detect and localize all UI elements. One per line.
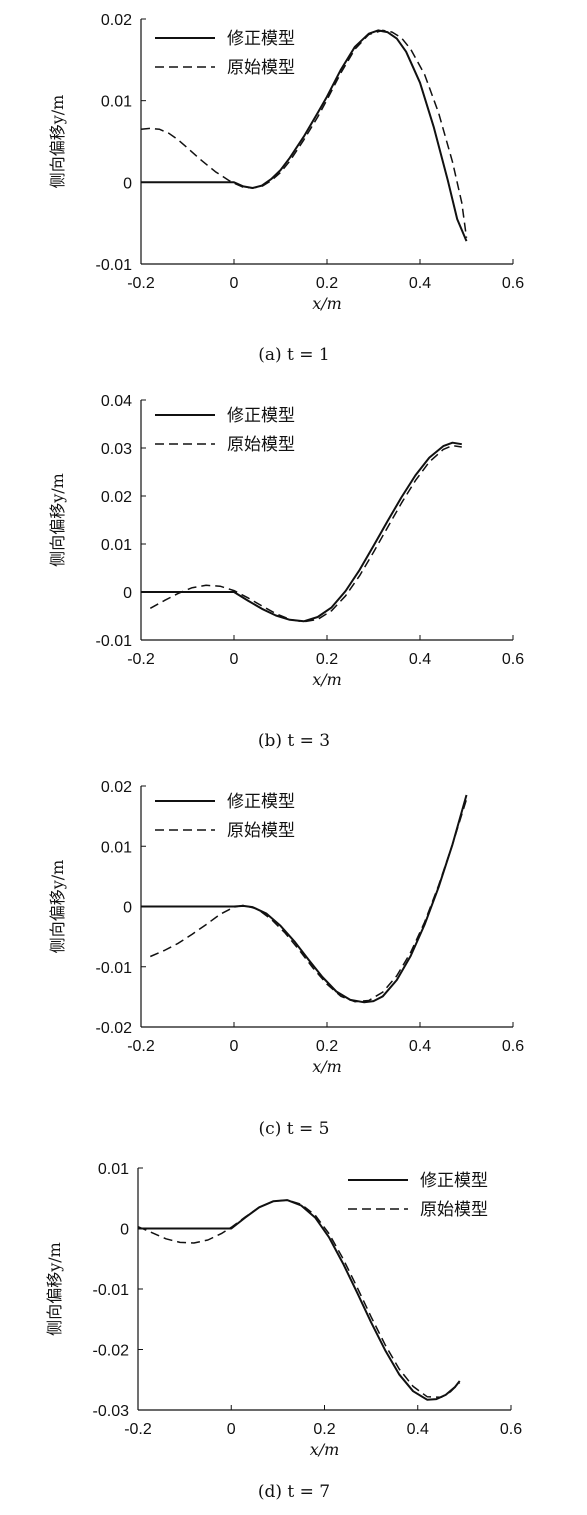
legend-label: 原始模型 — [227, 821, 295, 841]
x-tick-label: -0.2 — [127, 275, 155, 292]
y-tick-label: 0.04 — [101, 393, 132, 410]
x-axis-label: x/m — [312, 670, 342, 689]
panel-caption: (b) t = 3 — [258, 731, 330, 751]
x-tick-label: 0.2 — [313, 1421, 335, 1438]
x-tick-label: 0 — [230, 275, 239, 292]
y-axis-label: 侧向偏移y/m — [48, 95, 67, 189]
series-line-corrected-model — [141, 441, 462, 623]
y-tick-label: -0.02 — [96, 1020, 133, 1037]
y-tick-label: 0 — [120, 1222, 129, 1239]
x-tick-label: 0 — [227, 1421, 236, 1438]
y-tick-label: 0 — [123, 585, 132, 602]
series-line-original-model — [137, 1199, 461, 1399]
panel-caption: (d) t = 7 — [258, 1482, 330, 1502]
x-tick-label: 0.2 — [316, 275, 338, 292]
y-tick-label: 0.01 — [101, 94, 132, 111]
chart-panel-2: -0.2 0 0.2 0.4 0.6 -0.01 0 0.01 0.02 0.03 0.04 x/m 侧… — [48, 393, 524, 751]
y-tick-label: -0.01 — [96, 960, 133, 977]
x-tick-label: 0 — [230, 1038, 239, 1055]
x-tick-label: 0 — [230, 651, 239, 668]
x-tick-label: 0.2 — [316, 651, 338, 668]
x-tick-label: 0.2 — [316, 1038, 338, 1055]
legend-label: 修正模型 — [227, 29, 295, 49]
x-tick-label: -0.2 — [127, 651, 155, 668]
x-axis-label: x/m — [312, 1057, 342, 1076]
x-tick-label: 0.4 — [409, 275, 431, 292]
x-tick-label: 0.6 — [502, 1038, 524, 1055]
legend-label: 修正模型 — [227, 792, 295, 812]
y-axis-label: 侧向偏移y/m — [45, 1242, 64, 1336]
y-tick-label: 0.03 — [101, 441, 132, 458]
y-tick-label: 0 — [123, 175, 132, 192]
x-axis-label: x/m — [310, 1440, 340, 1459]
x-tick-label: 0.4 — [409, 651, 431, 668]
x-tick-label: 0.4 — [407, 1421, 429, 1438]
chart-panel-3: -0.2 0 0.2 0.4 0.6 -0.02 -0.01 0 0.01 0.02 x/m 侧向偏移… — [48, 779, 524, 1139]
y-tick-label: 0.02 — [101, 489, 132, 506]
y-tick-label: -0.01 — [93, 1282, 130, 1299]
series-line-original-model — [149, 444, 462, 623]
y-tick-label: 0.01 — [98, 1161, 129, 1178]
series-line-original-model — [150, 799, 468, 1003]
x-tick-label: -0.2 — [124, 1421, 152, 1438]
legend-label: 修正模型 — [227, 406, 295, 426]
legend-label: 原始模型 — [227, 58, 295, 78]
chart-panel-4: -0.2 0 0.2 0.4 0.6 -0.03 -0.02 -0.01 0 0.01 x/m 侧向偏… — [45, 1161, 522, 1502]
legend-label: 原始模型 — [420, 1200, 488, 1220]
panel-caption: (a) t = 1 — [258, 345, 330, 365]
x-tick-label: 0.6 — [502, 275, 524, 292]
x-tick-label: -0.2 — [127, 1038, 155, 1055]
y-tick-label: -0.01 — [96, 257, 133, 274]
y-axis-label: 侧向偏移y/m — [48, 473, 67, 567]
series-line-corrected-model — [141, 794, 468, 1004]
legend-label: 修正模型 — [420, 1171, 488, 1191]
series-line-corrected-model — [141, 29, 468, 242]
x-tick-label: 0.4 — [409, 1038, 431, 1055]
y-tick-label: 0 — [123, 900, 132, 917]
chart-panel-1: -0.2 0 0.2 0.4 0.6 -0.01 0 0.01 0.02 x/m 侧向偏移y/m 修正… — [48, 12, 524, 365]
series-line-corrected-model — [138, 1199, 461, 1401]
y-tick-label: -0.02 — [93, 1343, 130, 1360]
y-tick-label: 0.02 — [101, 779, 132, 796]
y-tick-label: 0.01 — [101, 537, 132, 554]
x-axis-label: x/m — [312, 294, 342, 313]
y-tick-label: 0.01 — [101, 839, 132, 856]
y-axis-label: 侧向偏移y/m — [48, 860, 67, 954]
y-tick-label: 0.02 — [101, 12, 132, 29]
legend-label: 原始模型 — [227, 435, 295, 455]
y-tick-label: -0.03 — [93, 1403, 130, 1420]
panel-caption: (c) t = 5 — [259, 1119, 330, 1139]
x-tick-label: 0.6 — [502, 651, 524, 668]
y-tick-label: -0.01 — [96, 633, 133, 650]
series-line-original-model — [140, 29, 468, 238]
x-tick-label: 0.6 — [500, 1421, 522, 1438]
